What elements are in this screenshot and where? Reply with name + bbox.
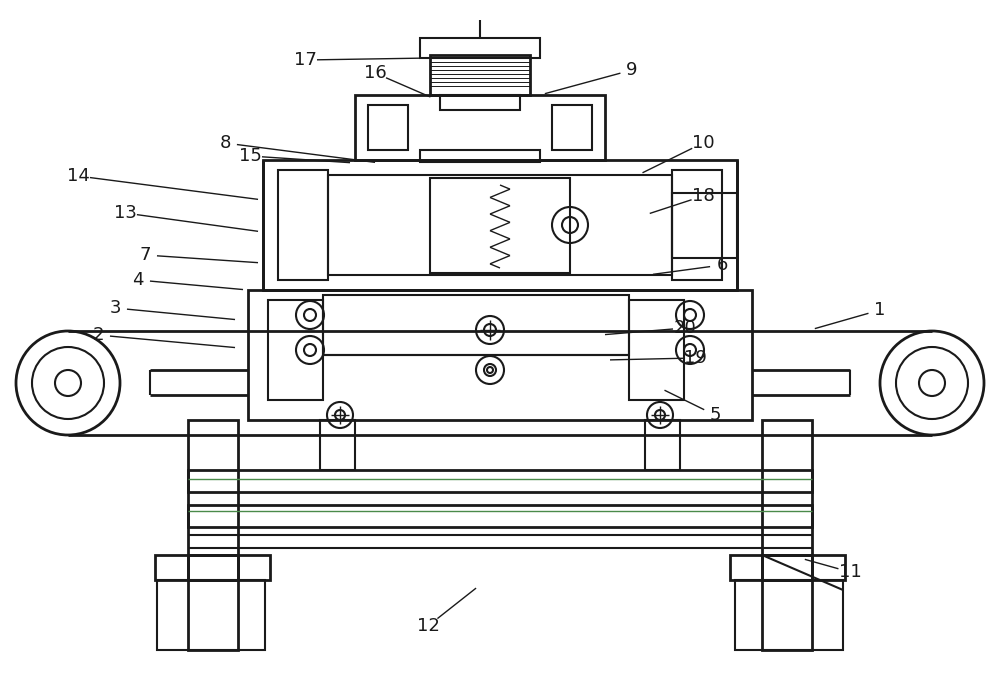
Bar <box>263 160 737 290</box>
Bar <box>268 300 323 400</box>
Bar <box>188 505 812 527</box>
Text: 12: 12 <box>417 617 439 635</box>
Text: 18: 18 <box>692 187 714 205</box>
Bar <box>323 295 629 355</box>
Bar <box>430 55 530 95</box>
Bar <box>155 555 270 580</box>
Bar <box>420 150 540 162</box>
Text: 20: 20 <box>674 319 696 337</box>
Bar <box>672 193 737 258</box>
Bar <box>368 105 408 150</box>
Bar <box>672 170 722 280</box>
Bar <box>645 420 680 470</box>
Text: 10: 10 <box>692 134 714 152</box>
Bar <box>188 555 238 650</box>
Bar <box>188 470 812 492</box>
Bar <box>762 555 812 650</box>
Bar <box>188 420 238 580</box>
Text: 1: 1 <box>874 301 886 319</box>
Text: 2: 2 <box>92 326 104 344</box>
Text: 11: 11 <box>839 563 861 581</box>
Text: 7: 7 <box>139 246 151 264</box>
Text: 6: 6 <box>716 256 728 274</box>
Text: 19: 19 <box>684 349 706 367</box>
Bar <box>420 38 540 58</box>
Text: 13: 13 <box>114 204 136 222</box>
Text: 5: 5 <box>709 406 721 424</box>
Bar <box>440 95 520 110</box>
Bar <box>730 555 845 580</box>
Bar <box>552 105 592 150</box>
Bar <box>328 175 672 275</box>
Text: 16: 16 <box>364 64 386 82</box>
Text: 15: 15 <box>239 147 261 165</box>
Bar <box>430 178 570 273</box>
Bar <box>157 580 265 650</box>
Bar <box>629 300 684 400</box>
Text: 8: 8 <box>219 134 231 152</box>
Bar <box>762 420 812 580</box>
Bar <box>248 290 752 420</box>
Bar <box>320 420 355 470</box>
Bar <box>355 95 605 160</box>
Text: 17: 17 <box>294 51 316 69</box>
Text: 4: 4 <box>132 271 144 289</box>
Text: 9: 9 <box>626 61 638 79</box>
Text: 3: 3 <box>109 299 121 317</box>
Text: 14: 14 <box>67 167 89 185</box>
Bar <box>735 580 843 650</box>
Bar <box>278 170 328 280</box>
